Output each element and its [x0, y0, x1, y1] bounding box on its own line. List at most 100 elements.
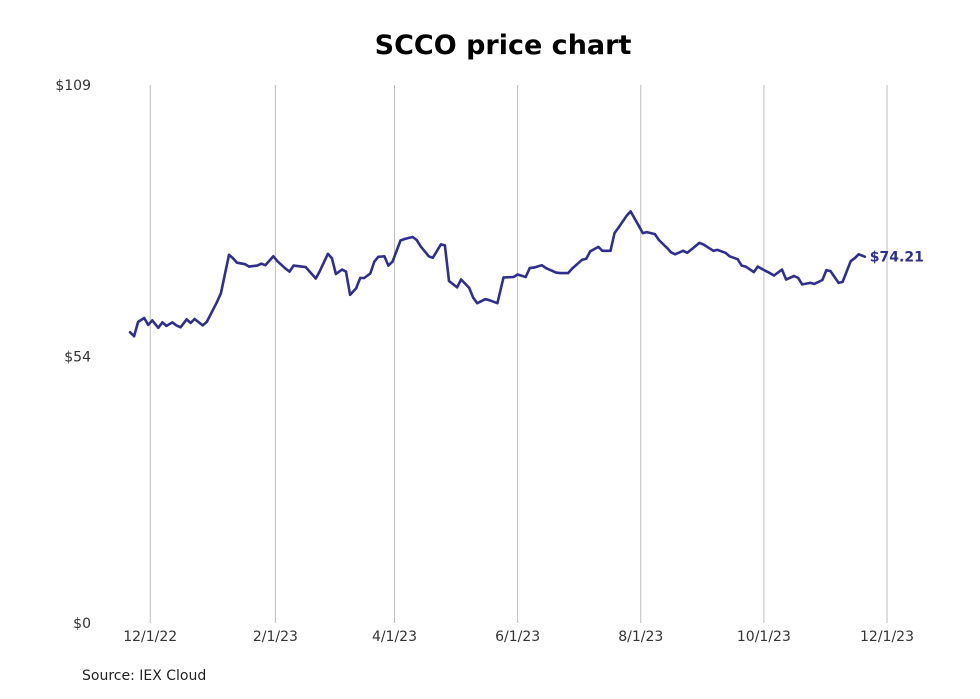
data-point	[484, 298, 487, 301]
data-point	[459, 278, 463, 281]
data-point	[215, 301, 219, 304]
data-point	[132, 335, 136, 338]
data-point	[157, 326, 160, 329]
x-tick-label: 4/1/23	[372, 629, 417, 645]
data-point	[512, 275, 515, 279]
data-point	[488, 299, 491, 302]
data-point	[377, 255, 380, 258]
data-point	[205, 320, 208, 324]
data-point	[348, 293, 352, 296]
data-point	[387, 264, 390, 267]
data-point	[857, 253, 860, 256]
data-point	[443, 244, 447, 247]
data-point	[702, 243, 705, 246]
source-note: Source: IEX Cloud	[82, 668, 207, 684]
data-point	[532, 266, 535, 269]
data-point	[589, 250, 592, 253]
data-point	[657, 238, 661, 242]
data-point	[264, 264, 267, 267]
data-point	[653, 232, 657, 236]
chart-title: SCCO price chart	[374, 30, 632, 61]
data-point	[179, 326, 182, 329]
data-point	[516, 273, 519, 276]
data-point	[276, 260, 279, 263]
data-point	[403, 237, 406, 241]
data-point	[363, 276, 366, 280]
data-point	[809, 281, 812, 285]
data-point	[841, 280, 844, 284]
data-point	[128, 331, 132, 334]
data-point	[185, 318, 188, 321]
data-point	[673, 253, 677, 256]
data-point	[849, 260, 852, 263]
data-point	[354, 287, 358, 290]
y-axis-ticks: $0 $54 $109	[55, 78, 91, 632]
data-point	[344, 270, 348, 273]
data-point	[780, 268, 784, 271]
data-point	[752, 270, 755, 274]
series-line	[128, 210, 867, 338]
last-value-label-layer: $74.21	[870, 250, 924, 266]
data-point	[147, 323, 150, 327]
data-point	[566, 271, 570, 275]
data-point	[476, 302, 479, 305]
data-point	[369, 272, 372, 275]
data-point	[165, 324, 168, 328]
data-point	[645, 230, 648, 234]
data-point	[330, 257, 334, 260]
data-point	[468, 286, 471, 290]
data-point	[625, 214, 628, 217]
data-point	[300, 265, 303, 268]
data-point	[665, 246, 669, 250]
data-point	[772, 274, 776, 277]
data-point	[694, 245, 697, 248]
data-point	[544, 266, 548, 270]
data-point	[585, 257, 588, 260]
x-tick-label: 8/1/23	[618, 629, 663, 645]
data-point	[391, 260, 394, 263]
data-point	[247, 265, 251, 268]
data-point	[415, 238, 418, 242]
data-point	[143, 316, 146, 320]
data-point	[613, 231, 616, 235]
data-point	[669, 251, 673, 254]
data-point	[716, 248, 719, 252]
data-point	[359, 276, 362, 280]
data-point	[756, 265, 759, 268]
data-point	[853, 257, 856, 260]
data-point	[681, 249, 685, 252]
data-point	[736, 258, 739, 261]
data-point	[161, 321, 164, 324]
data-point	[472, 296, 475, 299]
data-point	[288, 270, 291, 273]
data-point	[821, 278, 824, 282]
x-axis-ticks: 12/1/22 2/1/23 4/1/23 6/1/23 8/1/23 10/1/23 12…	[123, 629, 914, 645]
data-point	[272, 255, 275, 258]
data-point	[151, 319, 154, 322]
data-point	[597, 245, 600, 249]
data-point	[235, 261, 239, 264]
data-point	[411, 235, 414, 239]
data-point	[496, 302, 499, 305]
data-point	[175, 324, 178, 327]
data-point	[863, 255, 866, 258]
data-point	[528, 266, 531, 270]
data-point	[617, 226, 620, 229]
data-point	[256, 264, 259, 267]
data-point	[189, 321, 192, 325]
data-point	[570, 267, 574, 270]
data-point	[136, 320, 140, 324]
gridlines	[149, 85, 888, 623]
data-point	[837, 281, 840, 285]
x-tick-label: 10/1/23	[737, 629, 791, 645]
data-point	[801, 283, 804, 286]
data-point	[292, 264, 295, 267]
data-point	[231, 257, 235, 260]
data-point	[304, 265, 307, 269]
last-value-label: $74.21	[870, 250, 924, 266]
data-point	[797, 276, 800, 280]
x-tick-label: 12/1/22	[123, 629, 177, 645]
data-point	[439, 243, 443, 246]
data-point	[540, 264, 543, 267]
data-point	[768, 271, 772, 275]
